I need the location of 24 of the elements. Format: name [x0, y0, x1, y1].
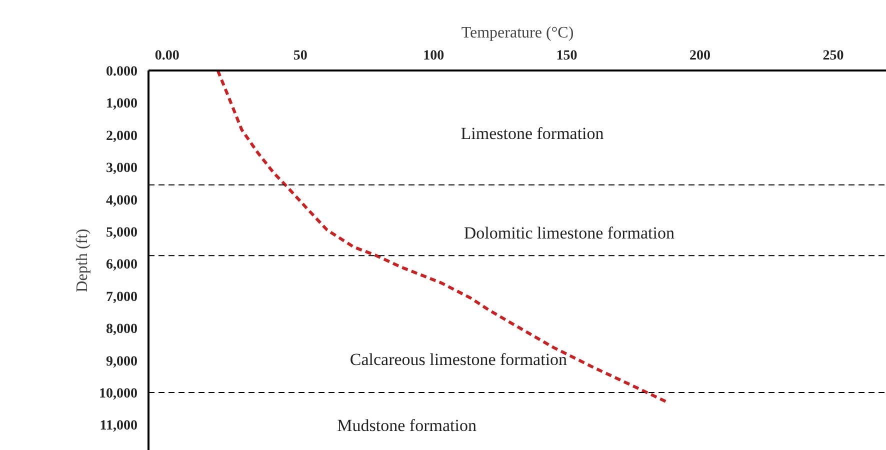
y-axis-title: Depth (ft)	[74, 228, 91, 292]
x-tick-label: 150	[556, 48, 578, 64]
annotation: Dolomitic limestone formation	[464, 224, 675, 242]
x-axis-title: Temperature (°C)	[461, 24, 574, 42]
y-tick-label: 7,000	[106, 290, 138, 305]
y-tick-label: 9,000	[106, 354, 138, 370]
y-tick-label: 6,000	[106, 258, 138, 273]
y-tick-label: 3,000	[106, 161, 138, 176]
annotation: Limestone formation	[460, 124, 604, 143]
y-tick-label: 11,000	[100, 418, 138, 434]
y-tick-label: 4,000	[106, 193, 138, 208]
x-tick-label: 200	[690, 48, 710, 64]
y-tick-label: 5,000	[106, 226, 138, 241]
y-tick-label: 10,000	[99, 386, 138, 402]
y-tick-label: 0.000	[106, 64, 138, 80]
x-tick-label: 50	[293, 48, 308, 64]
annotation: Calcareous limestone formation	[350, 350, 568, 370]
y-tick-label: 1,000	[106, 96, 138, 112]
y-tick-label: 8,000	[106, 322, 138, 338]
x-tick-label: 100	[423, 48, 444, 64]
annotation: Mudstone formation	[337, 416, 477, 436]
x-tick-label: 0.00	[154, 48, 180, 64]
x-tick-label: 250	[822, 48, 844, 64]
y-tick-label: 2,000	[106, 128, 138, 144]
